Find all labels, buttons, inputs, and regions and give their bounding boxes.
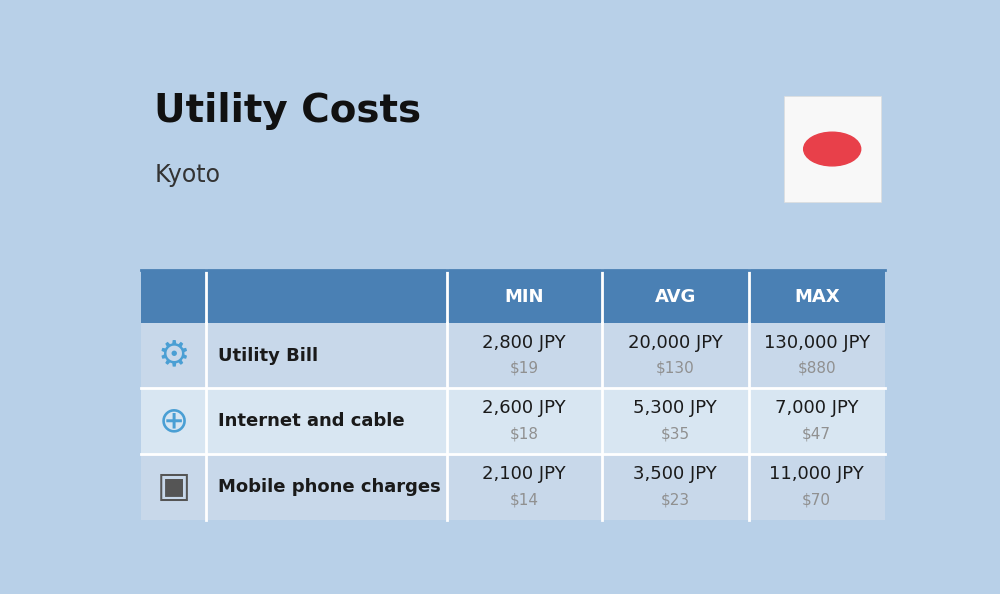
FancyBboxPatch shape [148,462,199,511]
Text: ⚙: ⚙ [157,339,190,372]
Text: $23: $23 [661,492,690,507]
Text: MAX: MAX [794,287,840,305]
Text: 130,000 JPY: 130,000 JPY [764,334,870,352]
Text: ⊕: ⊕ [158,404,189,438]
Text: AVG: AVG [655,287,696,305]
Text: 20,000 JPY: 20,000 JPY [628,334,723,352]
Text: $880: $880 [797,361,836,376]
Text: Internet and cable: Internet and cable [218,412,405,430]
Text: 11,000 JPY: 11,000 JPY [769,465,864,483]
Text: MIN: MIN [504,287,544,305]
Text: $14: $14 [510,492,539,507]
Text: $70: $70 [802,492,831,507]
Text: Utility Costs: Utility Costs [154,92,422,130]
Text: 2,100 JPY: 2,100 JPY [482,465,566,483]
Text: Mobile phone charges: Mobile phone charges [218,478,441,496]
FancyBboxPatch shape [148,396,199,446]
Text: 2,800 JPY: 2,800 JPY [482,334,566,352]
Text: $130: $130 [656,361,695,376]
Text: Utility Bill: Utility Bill [218,347,318,365]
Text: 5,300 JPY: 5,300 JPY [633,399,717,418]
Text: 7,000 JPY: 7,000 JPY [775,399,858,418]
Text: ▣: ▣ [156,470,190,504]
Text: $47: $47 [802,426,831,441]
Text: 2,600 JPY: 2,600 JPY [482,399,566,418]
Text: $19: $19 [510,361,539,376]
Text: $35: $35 [661,426,690,441]
Text: 3,500 JPY: 3,500 JPY [633,465,717,483]
Text: Kyoto: Kyoto [154,163,220,187]
FancyBboxPatch shape [784,96,881,201]
Text: $18: $18 [510,426,539,441]
Circle shape [804,132,861,166]
FancyBboxPatch shape [148,331,199,381]
